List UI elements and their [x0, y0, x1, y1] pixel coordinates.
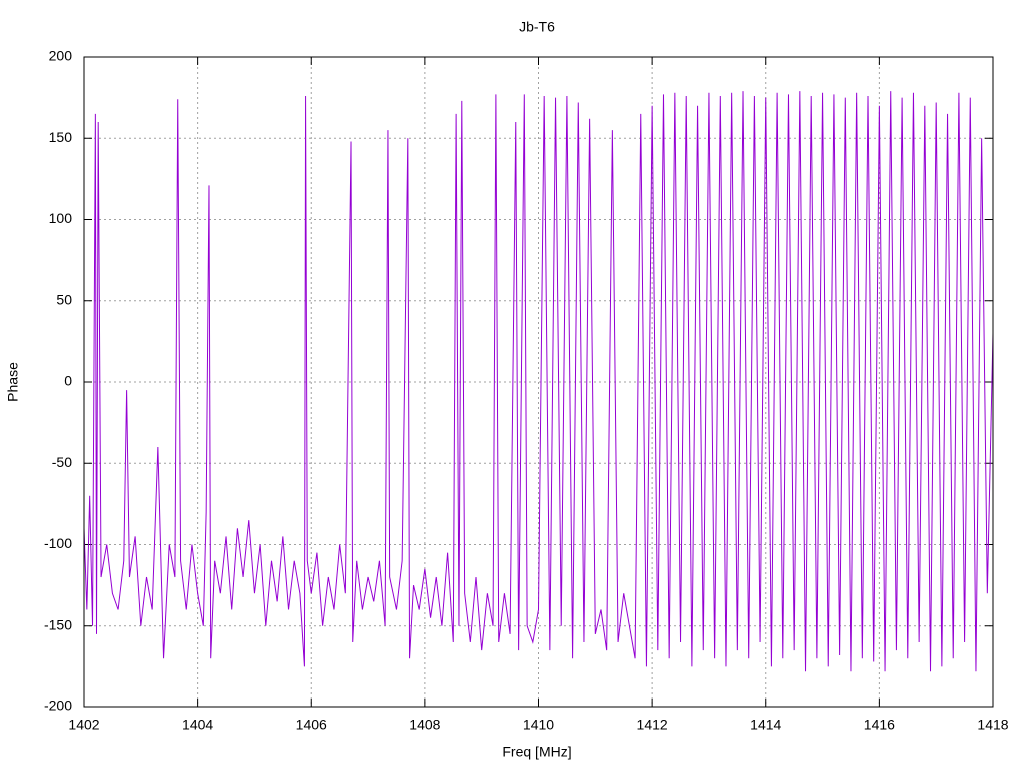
x-tick-label: 1416 — [864, 717, 895, 733]
x-axis-label: Freq [MHz] — [502, 744, 571, 760]
chart-title: Jb-T6 — [519, 19, 555, 35]
x-tick-label: 1414 — [750, 717, 781, 733]
x-tick-label: 1402 — [68, 717, 99, 733]
y-tick-label: 150 — [49, 129, 73, 145]
plot-border — [83, 56, 994, 708]
y-tick-label: -100 — [44, 535, 72, 551]
y-tick-label: 50 — [56, 291, 72, 307]
y-tick-label: -50 — [52, 454, 72, 470]
x-tick-label: 1404 — [182, 717, 213, 733]
y-axis-label: Phase — [5, 362, 21, 402]
y-tick-label: 0 — [64, 373, 72, 389]
x-tick-label: 1408 — [409, 717, 440, 733]
x-tick-label: 1418 — [977, 717, 1008, 733]
x-tick-label: 1406 — [296, 717, 327, 733]
data-line — [83, 91, 994, 672]
y-tick-label: -150 — [44, 616, 72, 632]
y-tick-label: 100 — [49, 210, 73, 226]
y-tick-label: 200 — [49, 48, 73, 64]
y-tick-label: -200 — [44, 698, 72, 714]
x-tick-label: 1410 — [523, 717, 554, 733]
x-tick-label: 1412 — [637, 717, 668, 733]
